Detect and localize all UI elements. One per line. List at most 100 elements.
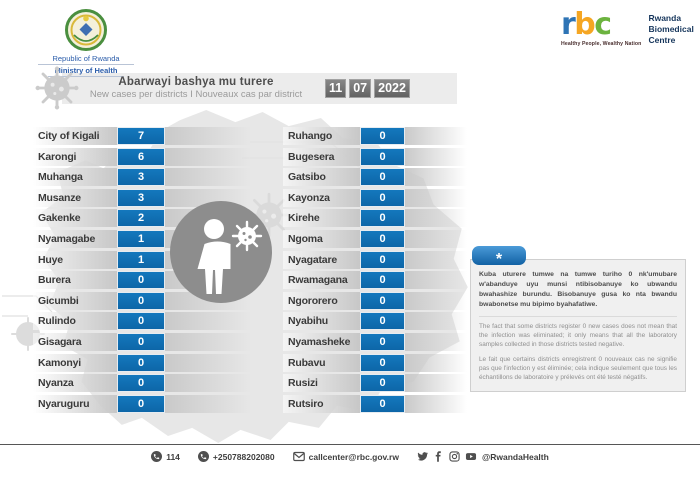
rbc-name-line2: Biomedical — [648, 24, 694, 35]
row-tail-decoration — [165, 127, 251, 145]
district-case-count: 0 — [360, 291, 405, 310]
note-body: Kuba uturere tumwe na tumwe turiho 0 nk'… — [470, 259, 686, 393]
district-name: Karongi — [33, 147, 117, 166]
district-case-count: 0 — [117, 394, 165, 413]
date-month: 07 — [349, 79, 372, 98]
district-row: Rusizi 0 — [283, 374, 467, 393]
date-year: 2022 — [374, 79, 410, 98]
district-row: Ngoma 0 — [283, 229, 467, 248]
row-tail-decoration — [165, 394, 251, 413]
phone-icon — [197, 451, 209, 462]
district-row: Nyamasheke 0 — [283, 332, 467, 351]
district-name: Bugesera — [283, 147, 360, 166]
row-tail-decoration — [405, 353, 467, 372]
district-case-count: 1 — [117, 229, 165, 248]
district-row: Kayonza 0 — [283, 188, 467, 207]
note-text-french: Le fait que certains districts enregistr… — [479, 356, 677, 382]
district-case-count: 0 — [117, 353, 165, 372]
date-day: 11 — [325, 79, 347, 98]
district-row: Rwamagana 0 — [283, 271, 467, 290]
row-tail-decoration — [405, 168, 467, 187]
hotline-short: 114 — [151, 451, 180, 462]
note-divider — [479, 316, 677, 318]
district-row: Kirehe 0 — [283, 209, 467, 228]
social-handle: @RwandaHealth — [481, 451, 549, 462]
district-row: Nyagatare 0 — [283, 250, 467, 269]
row-tail-decoration — [405, 394, 467, 413]
district-row: Musanze 3 — [33, 188, 251, 207]
district-row: Kamonyi 0 — [33, 353, 251, 372]
district-case-count: 0 — [360, 229, 405, 248]
rbc-name-line1: Rwanda — [648, 13, 682, 23]
rwanda-coat-of-arms-icon — [65, 9, 107, 51]
moh-country-label: Republic of Rwanda — [38, 54, 134, 65]
rbc-name-line3: Centre — [648, 35, 676, 46]
row-tail-decoration — [405, 188, 467, 207]
district-name: Nyabihu — [283, 312, 360, 331]
district-row: Gatsibo 0 — [283, 168, 467, 187]
row-tail-decoration — [165, 312, 251, 331]
district-row: Ruhango 0 — [283, 127, 467, 145]
youtube-icon — [465, 453, 476, 460]
district-name: Muhanga — [33, 168, 117, 187]
district-name: Ngororero — [283, 291, 360, 310]
district-case-count: 0 — [360, 312, 405, 331]
report-date: 11 07 2022 — [325, 79, 410, 98]
row-tail-decoration — [405, 374, 467, 393]
row-tail-decoration — [165, 353, 251, 372]
page-subtitle: New cases per districts I Nouveaux cas p… — [89, 89, 303, 100]
district-row: Nyaruguru 0 — [33, 394, 251, 413]
district-list-right: Ruhango 0 Bugesera 0 Gatsibo 0 Kayonza 0 — [283, 127, 467, 413]
row-tail-decoration — [165, 168, 251, 187]
facebook-icon — [435, 451, 441, 462]
instagram-icon — [449, 451, 460, 462]
district-name: Rwamagana — [283, 271, 360, 290]
district-row: Nyanza 0 — [33, 374, 251, 393]
district-case-count: 3 — [117, 188, 165, 207]
row-tail-decoration — [405, 250, 467, 269]
virus-icon — [35, 66, 79, 110]
district-name: Gisagara — [33, 332, 117, 351]
district-name: City of Kigali — [33, 127, 117, 145]
district-case-count: 0 — [360, 168, 405, 187]
rbc-tagline: Healthy People, Wealthy Nation — [561, 41, 642, 47]
district-name: Gicumbi — [33, 291, 117, 310]
district-case-count: 6 — [117, 147, 165, 166]
header-titles: Abarwayi bashya mu turere New cases per … — [76, 76, 316, 100]
email-address: callcenter@rbc.gov.rw — [308, 451, 399, 462]
district-case-count: 0 — [117, 312, 165, 331]
rbc-name: Rwanda Biomedical Centre — [648, 13, 693, 46]
district-name: Nyamasheke — [283, 332, 360, 351]
footer-contacts: 114 +250788202080 callcenter@rbc.gov.rw — [0, 451, 700, 462]
row-tail-decoration — [165, 374, 251, 393]
row-tail-decoration — [405, 271, 467, 290]
rbc-wordmark: rbc Healthy People, Wealthy Nation — [561, 10, 642, 48]
district-name: Nyagatare — [283, 250, 360, 269]
district-name: Rubavu — [283, 353, 360, 372]
note-text-kinyarwanda: Kuba uturere tumwe na tumwe turiho 0 nk'… — [479, 271, 677, 308]
district-case-count: 7 — [117, 127, 165, 145]
moh-logo: Republic of Rwanda Ministry of Health — [38, 8, 134, 77]
asterisk-icon: * — [495, 250, 503, 268]
row-tail-decoration — [405, 312, 467, 331]
district-name: Burera — [33, 271, 117, 290]
district-case-count: 3 — [117, 168, 165, 187]
district-name: Nyaruguru — [33, 394, 117, 413]
district-row: Rubavu 0 — [283, 353, 467, 372]
row-tail-decoration — [405, 332, 467, 351]
district-case-count: 2 — [117, 209, 165, 228]
district-name: Nyamagabe — [33, 229, 117, 248]
district-case-count: 0 — [360, 188, 405, 207]
row-tail-decoration — [405, 291, 467, 310]
moh-ministry-label: Ministry of Health — [47, 66, 125, 77]
district-case-count: 0 — [360, 394, 405, 413]
note-text-english: The fact that some districts register 0 … — [479, 323, 677, 349]
twitter-icon — [417, 452, 428, 461]
district-row: Gisagara 0 — [33, 332, 251, 351]
district-row: Bugesera 0 — [283, 147, 467, 166]
row-tail-decoration — [405, 127, 467, 145]
district-row: Rutsiro 0 — [283, 394, 467, 413]
district-name: Gatsibo — [283, 168, 360, 187]
district-case-count: 0 — [360, 147, 405, 166]
hotline-number: 114 — [166, 451, 180, 462]
